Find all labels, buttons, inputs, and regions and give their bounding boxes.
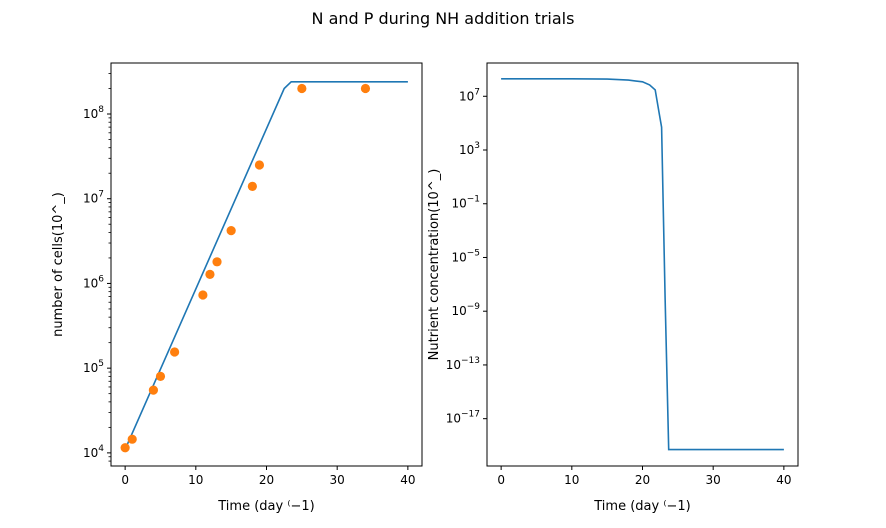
y-tick-label: 10−9: [451, 302, 480, 318]
y-tick-label: 108: [83, 105, 104, 121]
data-point: [360, 83, 371, 94]
data-point: [254, 160, 265, 170]
x-axis-label: Time (day ⁽−1): [593, 499, 691, 514]
y-tick-label: 106: [83, 274, 104, 290]
y-tick-label: 105: [83, 359, 104, 375]
axes-frame: [486, 62, 799, 467]
data-point: [226, 226, 236, 236]
data-point: [148, 385, 159, 395]
x-tick-label: 0: [121, 473, 129, 487]
x-tick-label: 30: [706, 473, 721, 487]
series-line: [124, 81, 408, 450]
x-tick-label: 10: [188, 473, 203, 487]
data-point: [205, 269, 215, 279]
axes-frame: [110, 62, 423, 467]
right-subplot: 0 10 20 30 40 107 103 10−1 10−5 10−9 10−13 10−17 Tim…: [427, 62, 799, 514]
x-tick-label: 40: [400, 473, 415, 487]
data-point: [155, 371, 166, 381]
x-axis-label: Time (day ⁽−1): [217, 499, 315, 514]
y-tick-label: 104: [83, 444, 104, 460]
series-line: [501, 78, 784, 451]
figure-title: N and P during NH addition trials: [312, 9, 575, 28]
y-axis-label: Nutrient concentration(10^_): [427, 169, 442, 361]
y-tick-label: 107: [83, 190, 104, 206]
x-tick-label: 40: [776, 473, 791, 487]
x-tick-label: 10: [564, 473, 579, 487]
y-tick-label: 10−17: [446, 410, 480, 426]
data-point: [212, 257, 222, 267]
data-point: [297, 83, 307, 94]
data-point: [247, 181, 257, 191]
y-tick-label: 107: [459, 87, 480, 103]
y-axis-label: number of cells(10^_): [51, 192, 66, 337]
y-tick-label: 10−5: [451, 248, 480, 264]
x-tick-label: 30: [330, 473, 345, 487]
y-tick-label: 10−1: [451, 195, 480, 211]
data-point: [127, 434, 137, 444]
data-point: [198, 290, 208, 300]
data-point: [120, 443, 130, 453]
data-point: [170, 347, 180, 357]
left-subplot: 0 10 20 30 40 104 105 106 107 108 Time (day ⁽−1) nu…: [51, 62, 423, 514]
y-tick-label: 10−13: [446, 356, 480, 372]
x-tick-label: 20: [635, 473, 650, 487]
x-tick-label: 20: [259, 473, 274, 487]
x-tick-label: 0: [497, 473, 505, 487]
y-tick-label: 103: [459, 141, 480, 157]
